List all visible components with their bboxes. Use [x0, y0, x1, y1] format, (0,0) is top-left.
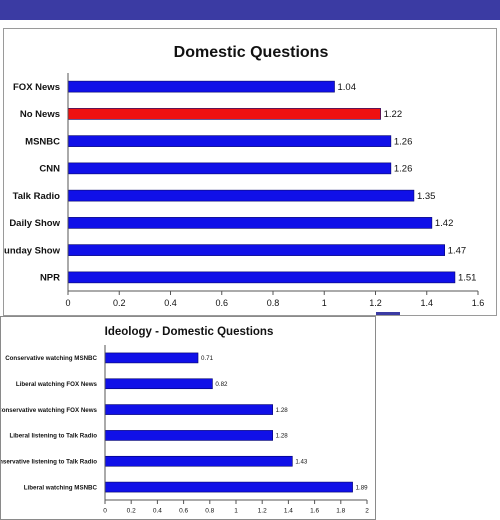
x-tick-label: 1.6 [472, 298, 485, 308]
panel-edge-mark [376, 312, 400, 315]
x-tick-label: 0.2 [127, 508, 136, 515]
bar-daily-show [67, 217, 433, 229]
x-tick-label: 2 [365, 508, 369, 515]
data-label: 1.89 [356, 484, 369, 491]
category-label: FOX News [13, 82, 60, 93]
x-tick-label: 1 [234, 508, 238, 515]
category-label: Liberal watching FOX News [16, 381, 98, 388]
category-label: No News [20, 109, 60, 120]
data-label: 0.82 [215, 381, 228, 388]
bar-liberal-watching-msnbc [104, 481, 353, 493]
bar-conservative-listening-to-talk-radio [104, 455, 293, 467]
data-label: 1.04 [338, 82, 357, 93]
x-tick-label: 1 [322, 298, 327, 308]
x-tick-label: 0.2 [113, 298, 126, 308]
bar-talk-radio [67, 189, 415, 202]
ideology-domestic-questions-chart: Ideology - Domestic Questions Conservativ… [1, 326, 369, 515]
x-tick-label: 1.4 [284, 508, 293, 515]
x-tick-label: 0.8 [267, 298, 280, 308]
category-label: CNN [39, 164, 60, 175]
bar-no-news [67, 108, 381, 120]
bar-cnn [67, 162, 392, 175]
category-label: NPR [40, 273, 60, 284]
category-label: Conservative watching FOX News [1, 407, 98, 414]
x-tick-label: 0.6 [179, 508, 188, 515]
x-tick-label: 1.2 [369, 298, 382, 308]
bar-conservative-watching-fox-news [104, 404, 273, 415]
category-label: Talk Radio [13, 191, 61, 202]
category-label: MSNBC [25, 136, 60, 147]
x-tick-label: 1.6 [310, 508, 319, 515]
bar-liberal-listening-to-talk-radio [104, 430, 273, 441]
data-label: 1.28 [276, 433, 289, 440]
category-label: Conservative listening to Talk Radio [1, 458, 97, 465]
bar-liberal-watching-fox-news [104, 378, 213, 390]
category-label: Liberal watching MSNBC [24, 484, 98, 491]
chart-title: Ideology - Domestic Questions [105, 326, 274, 338]
category-label: Daily Show [9, 218, 60, 229]
data-label: 1.42 [435, 218, 454, 229]
top-color-band [0, 0, 500, 20]
chart-panel-ideology-domestic-questions: Ideology - Domestic Questions Conservativ… [0, 316, 376, 520]
x-tick-label: 0 [65, 298, 70, 308]
x-tick-label: 0.4 [164, 298, 177, 308]
x-tick-label: 0 [103, 508, 107, 515]
x-tick-label: 1.4 [420, 298, 433, 308]
x-tick-label: 0.6 [215, 298, 228, 308]
data-label: 1.26 [394, 136, 413, 147]
data-label: 1.26 [394, 164, 413, 175]
category-label: Conservative watching MSNBC [5, 355, 97, 362]
data-label: 1.22 [384, 109, 403, 120]
bar-fox-news [67, 80, 335, 93]
category-label: Liberal listening to Talk Radio [9, 433, 97, 440]
data-label: 1.28 [276, 407, 289, 414]
x-tick-label: 0.4 [153, 508, 162, 515]
bar-npr [67, 271, 456, 284]
data-label: 1.35 [417, 191, 436, 202]
chart-panel-domestic-questions: Domestic Questions FOX News 1.04 No News 1.2… [3, 28, 497, 316]
x-tick-label: 1.2 [258, 508, 267, 515]
x-tick-label: 1.8 [336, 508, 345, 515]
bar-conservative-watching-msnbc [104, 352, 199, 364]
data-label: 1.43 [295, 458, 308, 465]
data-label: 0.71 [201, 355, 214, 362]
data-label: 1.47 [448, 245, 467, 256]
x-tick-label: 0.8 [205, 508, 214, 515]
bar-sunday-show [67, 244, 445, 256]
domestic-questions-chart: Domestic Questions FOX News 1.04 No News 1.2… [4, 44, 485, 308]
bar-msnbc [67, 135, 392, 147]
chart-title: Domestic Questions [174, 44, 329, 61]
data-label: 1.51 [458, 273, 477, 284]
category-label: Sunday Show [4, 245, 61, 256]
